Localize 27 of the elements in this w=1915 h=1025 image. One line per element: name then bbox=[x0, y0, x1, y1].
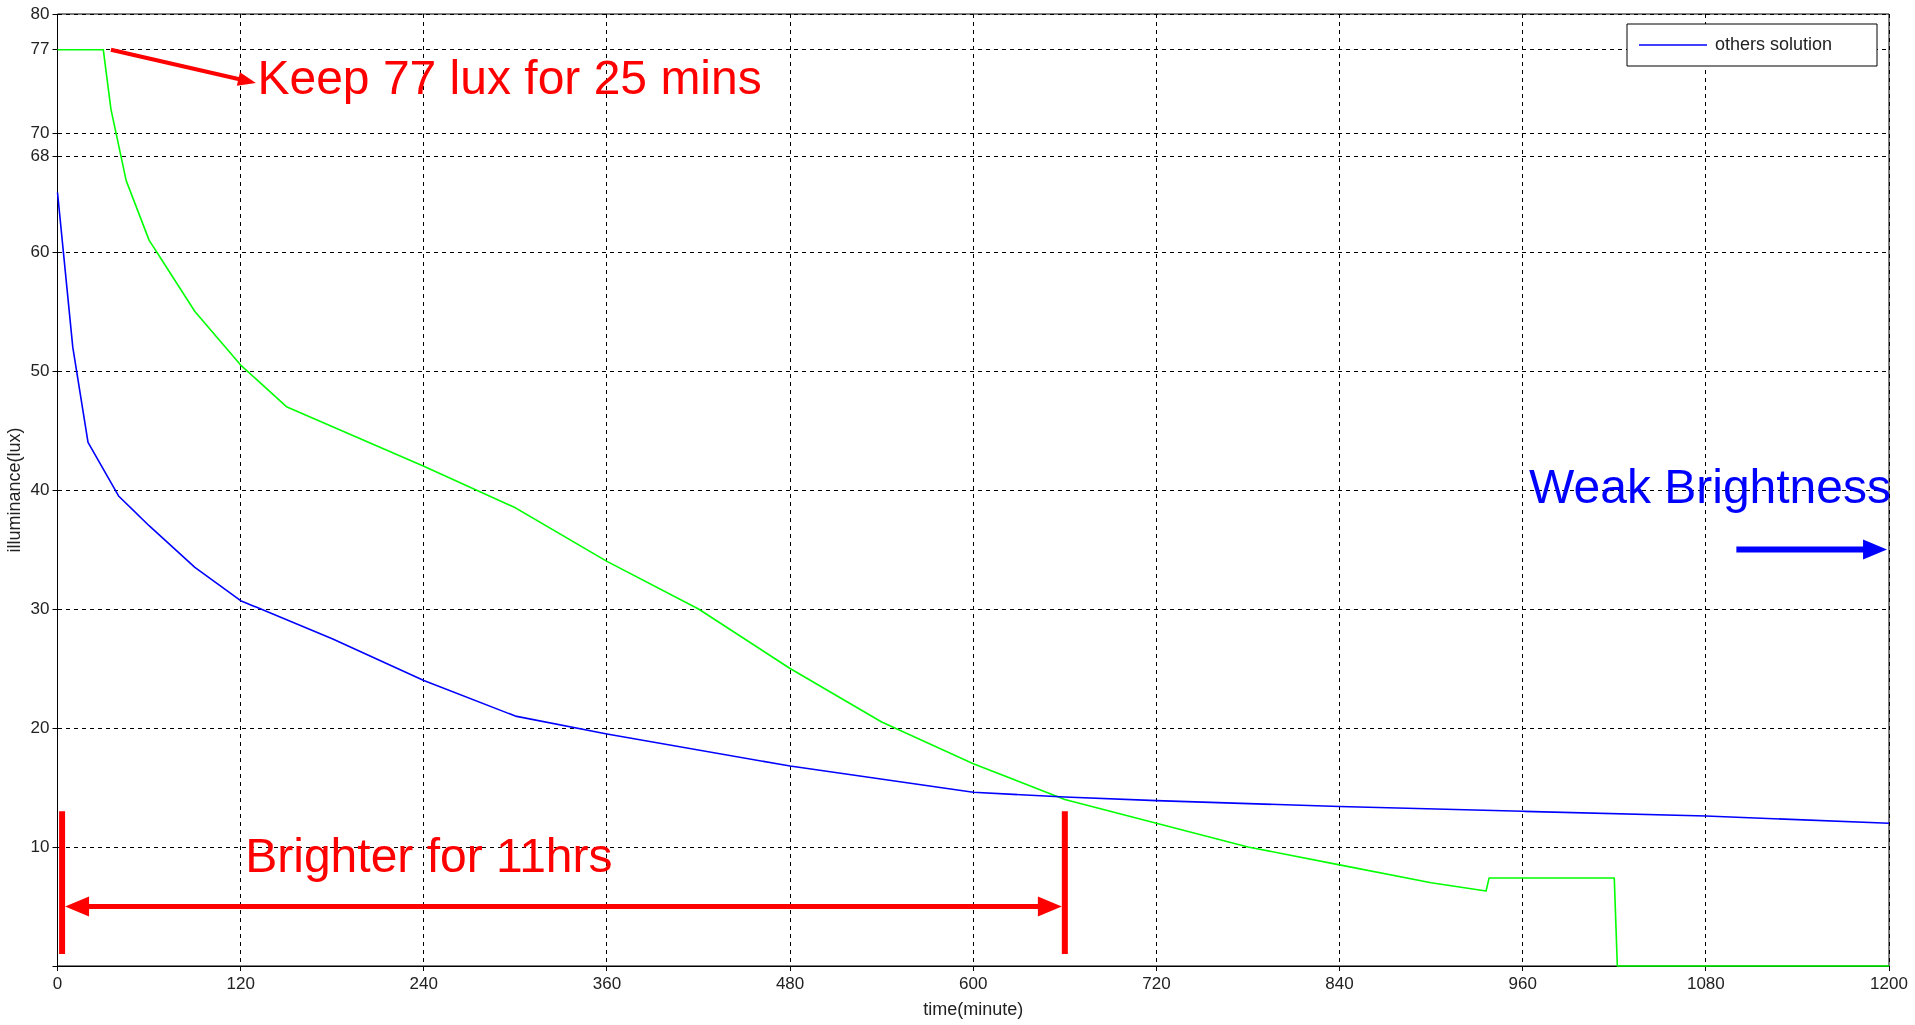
y-tick-label: 30 bbox=[30, 598, 50, 618]
y-tick-label: 10 bbox=[30, 836, 50, 856]
y-tick-label: 68 bbox=[30, 146, 50, 166]
annotation: Weak Brightness bbox=[1529, 460, 1891, 514]
x-tick-label: 240 bbox=[409, 973, 438, 993]
x-tick-label: 1080 bbox=[1686, 973, 1725, 993]
legend-label: others solution bbox=[1715, 33, 1833, 54]
x-tick-label: 960 bbox=[1508, 973, 1537, 993]
y-tick-label: 50 bbox=[30, 360, 50, 380]
x-tick-label: 1200 bbox=[1870, 973, 1908, 993]
x-tick-label: 840 bbox=[1325, 973, 1354, 993]
y-axis-title: illuminance(lux) bbox=[3, 427, 24, 553]
y-tick-label: 20 bbox=[30, 717, 50, 737]
y-tick-label: 80 bbox=[30, 3, 50, 23]
y-tick-label: 77 bbox=[30, 39, 50, 59]
y-tick-label: 60 bbox=[30, 241, 50, 261]
y-tick-label: 70 bbox=[30, 122, 50, 142]
x-tick-label: 120 bbox=[226, 973, 255, 993]
x-tick-label: 480 bbox=[775, 973, 805, 993]
y-tick-label: 40 bbox=[30, 479, 50, 499]
x-tick-label: 0 bbox=[52, 973, 63, 993]
x-tick-label: 360 bbox=[592, 973, 622, 993]
x-tick-label: 600 bbox=[959, 973, 988, 993]
annotation: Keep 77 lux for 25 mins bbox=[257, 50, 762, 104]
x-axis-title: time(minute) bbox=[923, 999, 1024, 1020]
annotation: Brighter for 11hrs bbox=[245, 829, 613, 883]
x-tick-label: 720 bbox=[1142, 973, 1171, 993]
